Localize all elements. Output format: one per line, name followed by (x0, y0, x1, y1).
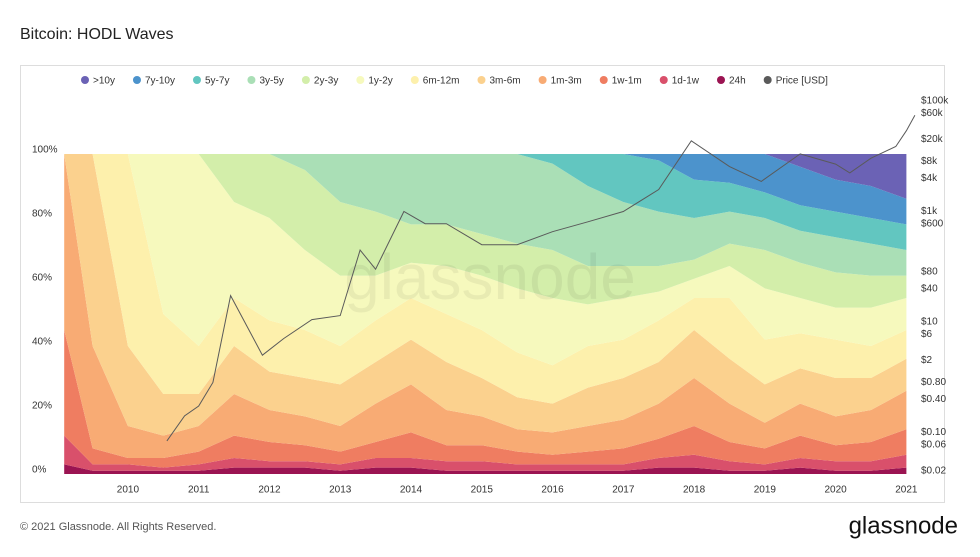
area-band (64, 330, 907, 468)
area-band (64, 154, 907, 250)
y-tick-label: 20% (32, 401, 52, 412)
legend-swatch (477, 76, 486, 84)
y2-tick-label: $60k (921, 108, 944, 119)
area-band (64, 154, 907, 276)
y-tick-label: 100% (32, 145, 58, 156)
legend-swatch (763, 76, 772, 84)
legend-swatch (81, 76, 89, 84)
legend-label: 5y-7y (205, 76, 229, 87)
legend-swatch (410, 76, 419, 84)
y-tick-label: 40% (32, 337, 52, 348)
legend-label: 2y-3y (314, 76, 338, 87)
y-tick-label: 80% (32, 209, 52, 220)
x-tick-label: 2017 (612, 485, 635, 496)
x-tick-label: 2015 (471, 485, 494, 496)
overlay: 0% 20% 40% 60% 80% 100% $0.02 $0.06$0.10 $0.40 $0… (32, 76, 949, 496)
x-tick-label: 2014 (400, 485, 423, 496)
legend-label: 7y-10y (145, 76, 175, 87)
area-band (64, 435, 907, 471)
chart-title: Bitcoin: HODL Waves (20, 26, 174, 43)
area-band (64, 464, 907, 474)
y2-tick-label: $20k (921, 134, 944, 145)
brand-logo: glassnode (849, 512, 958, 539)
y2-tick-label: $0.80 (921, 377, 946, 388)
x-tick-label: 2010 (117, 485, 140, 496)
y2-tick-label: $0.10 (921, 427, 946, 438)
y2-tick-label: $0.02 (921, 466, 946, 477)
legend-swatch (247, 76, 256, 84)
legend-label: 6m-12m (423, 76, 460, 87)
legend-swatch (192, 76, 201, 84)
legend-label: 3m-6m (489, 76, 520, 87)
x-tick-label: 2021 (895, 485, 918, 496)
area-band (64, 154, 907, 458)
y2-tick-label: $0.06 (921, 439, 946, 450)
y2-tick-label: $0.40 (921, 394, 946, 405)
y2-tick-label: $40 (921, 283, 938, 294)
x-tick-label: 2016 (541, 485, 564, 496)
copyright: © 2021 Glassnode. All Rights Reserved. (20, 521, 216, 533)
legend-swatch (717, 76, 725, 84)
legend-swatch (356, 76, 365, 84)
area-band (64, 154, 907, 225)
y-tick-label: 60% (32, 273, 52, 284)
x-tick-label: 2019 (754, 485, 777, 496)
y2-tick-label: $10 (921, 317, 938, 328)
x-tick-label: 2018 (683, 485, 706, 496)
price-line (166, 115, 916, 442)
y2-tick-label: $6 (921, 329, 933, 340)
legend-label: 3y-5y (259, 76, 283, 87)
legend-label: Price [USD] (776, 76, 828, 87)
legend-label: 24h (729, 76, 746, 87)
x-tick-label: 2013 (329, 485, 352, 496)
legend-swatch (538, 76, 547, 84)
y2-tick-label: $2 (921, 355, 933, 366)
legend-label: >10y (93, 76, 115, 87)
y2-tick-label: $80 (921, 267, 938, 278)
y2-tick-label: $8k (921, 156, 938, 167)
legend-label: 1y-2y (368, 76, 392, 87)
area-band (64, 154, 907, 199)
x-tick-label: 2011 (188, 485, 210, 496)
legend-swatch (659, 76, 668, 84)
legend-swatch (599, 76, 608, 84)
y2-tick-label: $600 (921, 218, 944, 229)
y2-tick-label: $100k (921, 96, 949, 107)
y2-tick-label: $4k (921, 173, 938, 184)
legend-label: 1w-1m (612, 76, 642, 87)
area-band (64, 154, 907, 366)
y-tick-label: 0% (32, 465, 47, 476)
area-band (64, 154, 907, 404)
legend-swatch (301, 76, 310, 84)
y2-tick-label: $1k (921, 206, 938, 217)
x-tick-label: 2020 (824, 485, 847, 496)
chart-frame (20, 65, 945, 503)
legend-label: 1d-1w (672, 76, 700, 87)
legend-swatch (132, 76, 141, 84)
area-band (64, 154, 907, 436)
legend-label: 1m-3m (551, 76, 582, 87)
x-tick-label: 2012 (258, 485, 281, 496)
area-band (64, 154, 907, 308)
areas (64, 154, 907, 474)
watermark: glassnode (344, 241, 636, 313)
